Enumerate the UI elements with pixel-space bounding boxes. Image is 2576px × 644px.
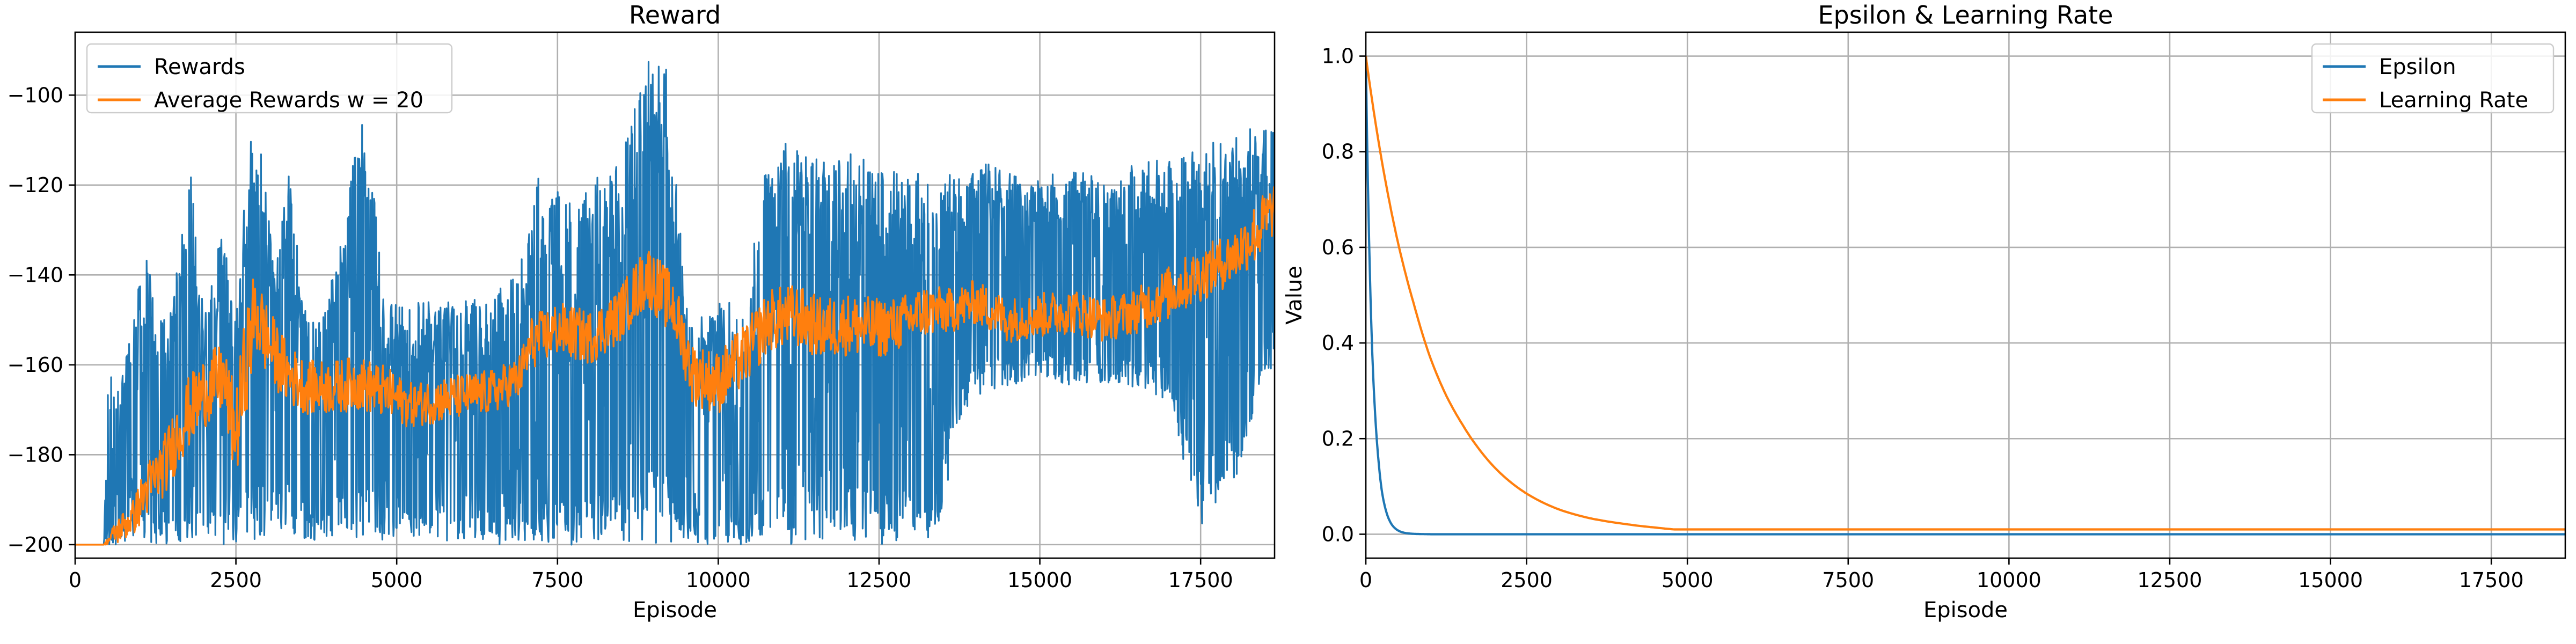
x-tick-label: 12500 <box>847 568 912 592</box>
epsilon-lr-axes-frame <box>1365 31 2566 559</box>
series-line-learning-rate <box>1366 55 2565 531</box>
x-tick-label: 10000 <box>686 568 751 592</box>
x-tick-label: 10000 <box>1977 568 2041 592</box>
y-tick-label: −200 <box>8 533 63 557</box>
y-tick-label: −180 <box>8 443 63 466</box>
reward-panel: 0 2500 5000 7500 10000 12500 15000 17500 −200 −18… <box>8 1 1276 623</box>
series-line-average-rewards <box>75 186 1275 546</box>
legend-label: Rewards <box>154 55 245 79</box>
x-tick-label: 2500 <box>210 568 262 592</box>
y-tick-label: −100 <box>8 83 63 107</box>
epsilon-lr-panel: 0 2500 5000 7500 10000 12500 15000 17500 0.0 0.2 0… <box>1282 1 2566 623</box>
y-tick-label: 0.2 <box>1322 427 1354 450</box>
x-tick-label: 5000 <box>371 568 423 592</box>
y-tick-label: 1.0 <box>1322 45 1354 68</box>
reward-axes-frame <box>74 31 1276 559</box>
x-tick-label: 15000 <box>2298 568 2363 592</box>
y-tick-label: 0.8 <box>1322 140 1354 164</box>
reward-legend: Rewards Average Rewards w = 20 <box>86 43 453 114</box>
legend-label: Learning Rate <box>2379 88 2528 113</box>
reward-series <box>75 61 1275 546</box>
x-tick-label: 0 <box>1359 568 1372 592</box>
epsilon-lr-ticks: 0 2500 5000 7500 10000 12500 15000 17500 0.0 0.2 0… <box>1322 45 2524 592</box>
x-tick-label: 5000 <box>1662 568 1714 592</box>
y-tick-label: 0.0 <box>1322 522 1354 546</box>
legend-label: Average Rewards w = 20 <box>154 88 423 113</box>
series-line-epsilon <box>1366 56 2565 536</box>
x-tick-label: 15000 <box>1007 568 1072 592</box>
x-tick-label: 0 <box>69 568 82 592</box>
epsilon-lr-plot-area <box>1366 32 2565 558</box>
y-tick-label: −120 <box>8 173 63 197</box>
y-tick-label: −140 <box>8 263 63 287</box>
reward-ticks: 0 2500 5000 7500 10000 12500 15000 17500 −200 −18… <box>8 83 1233 592</box>
legend-box <box>2311 43 2555 114</box>
x-tick-label: 2500 <box>1501 568 1553 592</box>
reward-x-axis-label: Episode <box>633 598 717 623</box>
reward-chart-title: Reward <box>629 1 721 30</box>
x-tick-label: 12500 <box>2138 568 2202 592</box>
y-tick-label: −160 <box>8 353 63 377</box>
x-tick-label: 17500 <box>2459 568 2524 592</box>
y-tick-label: 0.4 <box>1322 331 1354 355</box>
x-tick-label: 7500 <box>1822 568 1874 592</box>
legend-box <box>86 43 453 114</box>
epsilon-lr-x-axis-label: Episode <box>1923 598 2008 623</box>
y-tick-label: 0.6 <box>1322 236 1354 259</box>
x-tick-label: 17500 <box>1168 568 1233 592</box>
epsilon-lr-y-axis-label: Value <box>1282 266 1307 325</box>
x-tick-label: 7500 <box>531 568 583 592</box>
epsilon-lr-series <box>1366 55 2565 536</box>
epsilon-lr-legend: Epsilon Learning Rate <box>2311 43 2555 114</box>
legend-label: Epsilon <box>2379 55 2456 79</box>
epsilon-lr-chart-title: Epsilon & Learning Rate <box>1818 1 2113 30</box>
